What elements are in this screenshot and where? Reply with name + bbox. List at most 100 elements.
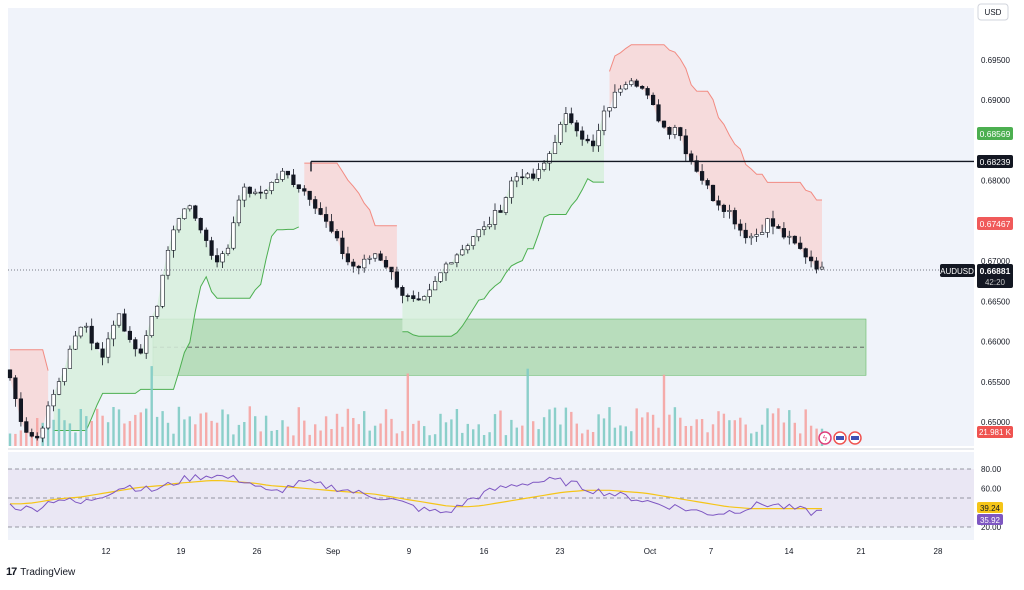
candle-down (716, 200, 721, 206)
candle-down (792, 235, 797, 244)
bear-fill (10, 349, 49, 438)
candle-up (269, 182, 274, 191)
candle-up (612, 91, 617, 108)
rsi-value-tag: 35.92 (980, 516, 1001, 525)
candle-up (73, 335, 78, 350)
currency-button[interactable]: USD (977, 3, 1009, 21)
candle-down (400, 286, 405, 296)
candle-down (721, 204, 726, 212)
volume-bar (679, 417, 682, 446)
flash-event-icon[interactable] (818, 431, 832, 445)
volume-bars (8, 366, 824, 446)
volume-bar (19, 430, 23, 446)
bull-fill (53, 171, 299, 431)
footer-brand[interactable]: 17 TradingView (6, 566, 75, 578)
volume-bar (52, 419, 55, 446)
volume-bar (254, 416, 257, 446)
candle-up (165, 250, 171, 276)
volume-bar (493, 414, 497, 446)
volume-bar (760, 424, 764, 446)
volume-bar (226, 414, 230, 446)
candle-up (432, 281, 438, 291)
candle-up (487, 224, 492, 228)
candle-up (242, 186, 247, 201)
volume-bar (275, 430, 279, 446)
candle-up (536, 169, 541, 179)
candle-up (787, 235, 792, 238)
candle-down (95, 342, 100, 350)
volume-bar (472, 429, 475, 446)
volume-bar (586, 429, 589, 446)
volume-bar (597, 414, 600, 446)
volume-bar (36, 418, 39, 446)
candle-up (503, 197, 509, 213)
candle-down (678, 127, 683, 137)
candle-down (814, 260, 819, 270)
volume-bar (63, 420, 66, 446)
volume-bar (57, 408, 61, 446)
candle-down (656, 104, 661, 122)
bear-fill (609, 44, 822, 270)
candle-up (558, 124, 563, 143)
candle-down (498, 210, 503, 213)
candle-up (438, 272, 443, 282)
volume-bar (145, 408, 148, 446)
volume-bar (150, 366, 153, 446)
volume-bar (395, 433, 399, 446)
volume-bar (646, 412, 649, 446)
volume-bar (106, 422, 110, 446)
price-axis[interactable]: 0.69500 0.69000 0.68000 0.67000 0.66500 0.660… (981, 56, 1010, 427)
uptrend-line (402, 177, 604, 337)
volume-bar (270, 430, 273, 446)
candle-up (672, 127, 677, 135)
candle-up (819, 266, 825, 270)
candle-up (225, 247, 231, 254)
volume-bar (112, 407, 115, 446)
bull-fill (402, 111, 604, 337)
price-tick-label: 0.65000 (981, 418, 1010, 427)
volume-bar (221, 409, 224, 446)
volume-bar (657, 427, 660, 446)
volume-bar (526, 368, 529, 446)
candle-down (705, 180, 710, 186)
volume-bar (303, 420, 306, 446)
time-axis[interactable]: 12 19 26 Sep 9 16 23 Oct 7 14 21 28 (102, 547, 943, 556)
volume-bar (581, 433, 584, 446)
volume-bar (341, 426, 344, 446)
candle-down (383, 259, 389, 268)
volume-bar (739, 417, 742, 446)
candles (7, 78, 825, 443)
resistance-line[interactable] (310, 160, 974, 172)
volume-bar (722, 413, 726, 446)
price-tick-label: 0.66000 (981, 338, 1010, 347)
volume-bar (542, 417, 546, 446)
demand-zone (152, 318, 867, 376)
event-icons[interactable]: ϟ (818, 431, 862, 445)
candle-up (449, 262, 454, 265)
volume-bar (161, 411, 164, 446)
lower-trend-tag: 0.67467 (980, 219, 1011, 229)
candle-down (683, 135, 688, 155)
candle-down (808, 256, 814, 262)
volume-bar (455, 409, 459, 446)
volume-bar (717, 411, 720, 446)
time-tick-label: 26 (253, 547, 262, 556)
volume-bar (553, 407, 557, 446)
candle-down (378, 253, 383, 261)
volume-bar (401, 431, 404, 446)
candle-up (362, 258, 367, 269)
bear-fill (304, 163, 397, 288)
volume-bar (651, 414, 655, 446)
volume-bar (188, 416, 191, 446)
candle-up (171, 229, 176, 251)
candle-down (732, 210, 737, 225)
volume-bar (809, 425, 813, 446)
volume-bar (635, 408, 638, 446)
volume-bar (771, 413, 775, 446)
downtrend-line (304, 162, 397, 227)
volume-bar (205, 412, 208, 446)
candle-down (345, 253, 351, 263)
time-tick-label: Sep (326, 547, 341, 556)
volume-bar (139, 412, 142, 446)
